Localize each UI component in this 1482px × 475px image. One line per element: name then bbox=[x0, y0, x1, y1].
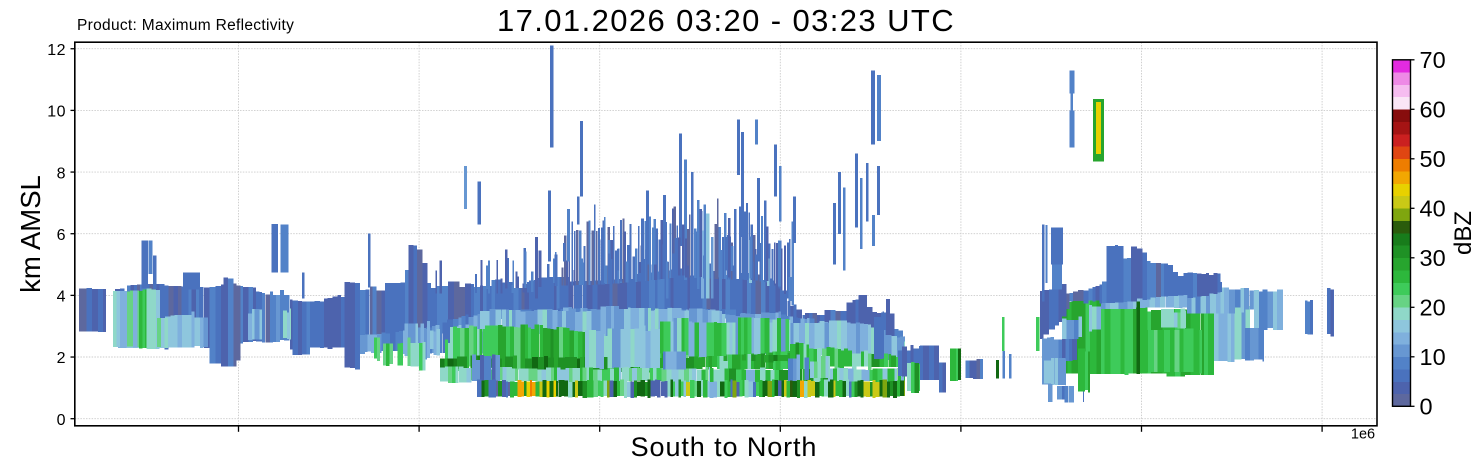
svg-text:8: 8 bbox=[57, 165, 66, 182]
svg-text:12: 12 bbox=[47, 42, 66, 59]
svg-text:70: 70 bbox=[1420, 47, 1446, 73]
svg-text:60: 60 bbox=[1420, 97, 1446, 123]
svg-text:50: 50 bbox=[1420, 146, 1446, 172]
svg-text:Product: Maximum Reflectivity: Product: Maximum Reflectivity bbox=[77, 17, 294, 34]
svg-text:40: 40 bbox=[1420, 196, 1446, 222]
svg-text:0: 0 bbox=[57, 412, 66, 429]
svg-text:1e6: 1e6 bbox=[1351, 427, 1375, 443]
svg-text:17.01.2026 03:20 - 03:23 UTC: 17.01.2026 03:20 - 03:23 UTC bbox=[497, 3, 955, 38]
svg-text:10: 10 bbox=[47, 104, 66, 121]
svg-text:20: 20 bbox=[1420, 295, 1446, 321]
svg-text:dBZ: dBZ bbox=[1450, 211, 1477, 255]
svg-text:km AMSL: km AMSL bbox=[15, 175, 46, 293]
svg-text:4: 4 bbox=[57, 289, 66, 306]
svg-text:0: 0 bbox=[1420, 394, 1433, 420]
svg-text:6: 6 bbox=[57, 227, 66, 244]
svg-text:2: 2 bbox=[57, 350, 66, 367]
svg-text:10: 10 bbox=[1420, 344, 1446, 370]
svg-text:South to North: South to North bbox=[631, 432, 818, 462]
svg-text:30: 30 bbox=[1420, 245, 1446, 271]
